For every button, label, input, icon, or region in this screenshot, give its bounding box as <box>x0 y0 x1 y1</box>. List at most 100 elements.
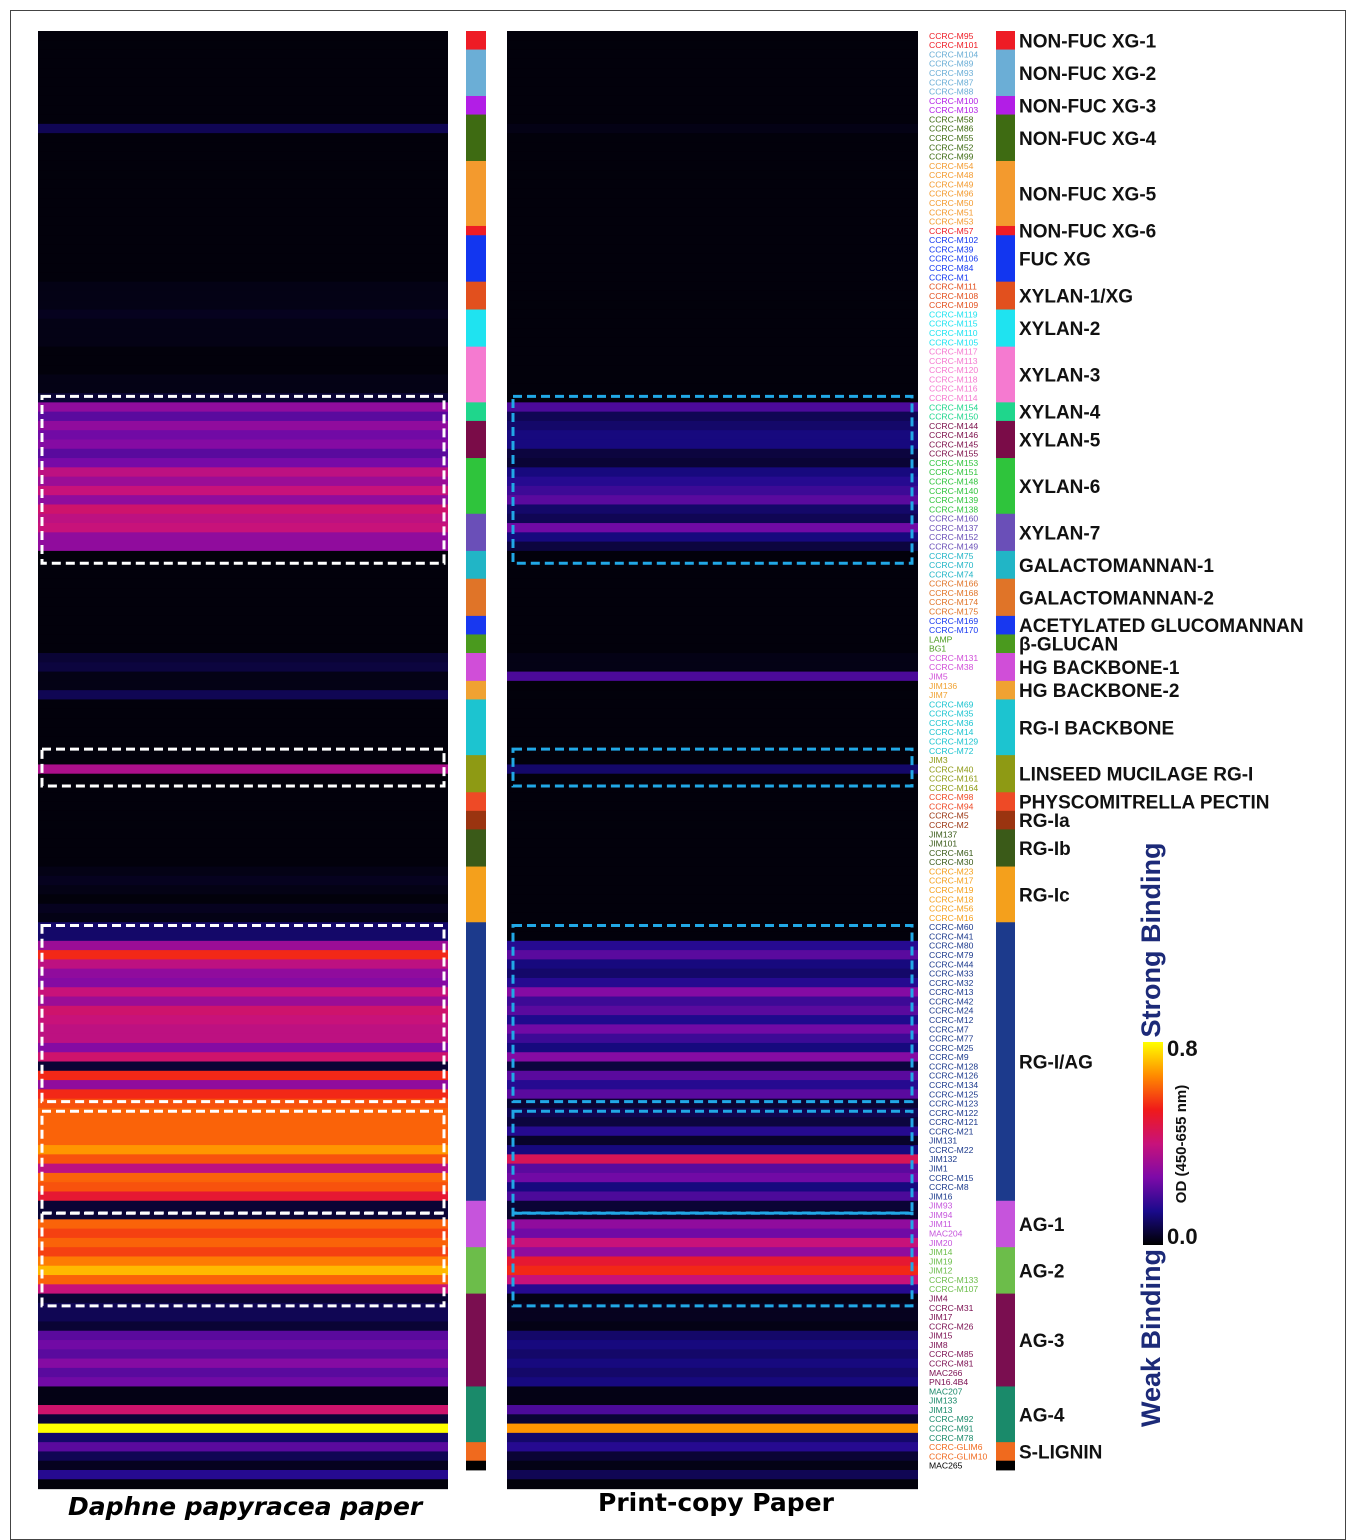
antibody-label-111: CCRC-M9 <box>929 1052 969 1062</box>
antibody-label-144: CCRC-M81 <box>929 1358 974 1368</box>
print-cell-JIM7 <box>507 690 918 701</box>
print-cell-CCRC-M148 <box>507 476 918 487</box>
daphne-cell-CCRC-GLIM10 <box>38 1451 448 1462</box>
legend-bar-19 <box>996 653 1015 682</box>
antibody-label-69: CCRC-M38 <box>929 662 974 672</box>
antibody-label-53: CCRC-M160 <box>929 514 978 524</box>
print-cell-CCRC-M113 <box>507 355 918 366</box>
daphne-cell-CCRC-M119 <box>38 309 448 320</box>
legend-bar-9 <box>996 309 1015 348</box>
group-bar-13 <box>466 458 486 515</box>
antibody-label-115: CCRC-M125 <box>929 1089 978 1099</box>
antibody-label-71: JIM136 <box>929 681 957 691</box>
group-label-20: HG BACKBONE-2 <box>1019 681 1179 702</box>
print-cell-CCRC-M93 <box>507 68 918 79</box>
group-label-23: PHYSCOMITRELLA PECTIN <box>1019 793 1270 814</box>
antibody-label-126: JIM16 <box>929 1191 953 1201</box>
print-cell-JIM1 <box>507 1163 918 1174</box>
antibody-label-83: CCRC-M98 <box>929 792 974 802</box>
print-cell-CCRC-M50 <box>507 198 918 208</box>
print-cell-CCRC-M58 <box>507 114 918 125</box>
daphne-cell-CCRC-M106 <box>38 253 448 264</box>
print-cell-CCRC-M70 <box>507 560 918 571</box>
antibody-label-32: CCRC-M115 <box>929 319 978 329</box>
antibody-label-77: CCRC-M129 <box>929 736 978 746</box>
print-cell-CCRC-GLIM10 <box>507 1451 918 1462</box>
print-cell-CCRC-M160 <box>507 513 918 524</box>
print-cell-CCRC-M102 <box>507 235 918 246</box>
antibody-label-21: CCRC-M53 <box>929 217 974 227</box>
daphne-cell-JIM16 <box>38 1191 448 1202</box>
daphne-cell-CCRC-M60 <box>38 922 448 933</box>
print-cell-CCRC-M122 <box>507 1107 918 1118</box>
group-label-19: HG BACKBONE-1 <box>1019 658 1180 679</box>
antibody-label-36: CCRC-M113 <box>929 356 978 366</box>
antibody-label-72: JIM7 <box>929 690 948 700</box>
daphne-cell-CCRC-M75 <box>38 550 448 561</box>
antibody-label-114: CCRC-M134 <box>929 1080 978 1090</box>
print-cell-CCRC-M88 <box>507 86 918 97</box>
daphne-cell-CCRC-M89 <box>38 58 448 69</box>
print-cell-CCRC-M116 <box>507 383 918 394</box>
daphne-cell-CCRC-M170 <box>38 625 448 636</box>
group-bar-31 <box>466 1386 486 1443</box>
antibody-label-136: CCRC-M107 <box>929 1284 978 1294</box>
print-cell-CCRC-M94 <box>507 801 918 812</box>
daphne-cell-CCRC-M133 <box>38 1275 448 1285</box>
antibody-label-149: JIM13 <box>929 1405 953 1415</box>
antibody-label-35: CCRC-M117 <box>929 347 978 357</box>
print-cell-CCRC-M39 <box>507 244 918 255</box>
daphne-cell-CCRC-M164 <box>38 782 448 793</box>
daphne-cell-MAC265 <box>38 1460 448 1471</box>
daphne-cell-CCRC-M7 <box>38 1024 448 1035</box>
group-bar-18 <box>466 634 486 654</box>
print-cell-CCRC-M52 <box>507 142 918 153</box>
daphne-cell-CCRC-M44 <box>38 959 448 970</box>
antibody-label-19: CCRC-M50 <box>929 198 974 208</box>
daphne-cell-CCRC-M55 <box>38 133 448 143</box>
print-cell-CCRC-M81 <box>507 1358 918 1369</box>
daphne-cell-CCRC-M169 <box>38 615 448 626</box>
antibody-label-23: CCRC-M102 <box>929 235 978 245</box>
group-bar-25 <box>466 829 486 867</box>
print-cell-CCRC-M84 <box>507 263 918 273</box>
print-copy-highlight-box-3 <box>511 924 914 1104</box>
group-label-31: AG-4 <box>1019 1405 1065 1426</box>
print-cell-CCRC-M106 <box>507 253 918 264</box>
print-cell-CCRC-M109 <box>507 300 918 311</box>
antibody-label-18: CCRC-M96 <box>929 189 974 199</box>
print-cell-CCRC-M104 <box>507 49 918 60</box>
print-cell-CCRC-M121 <box>507 1117 918 1128</box>
daphne-cell-CCRC-M1 <box>38 272 448 283</box>
daphne-cell-CCRC-M149 <box>38 541 448 552</box>
daphne-cell-CCRC-M94 <box>38 801 448 812</box>
group-label-7: FUC XG <box>1019 250 1091 271</box>
antibody-label-55: CCRC-M152 <box>929 532 978 542</box>
daphne-cell-CCRC-M78 <box>38 1432 448 1443</box>
group-label-4: NON-FUC XG-4 <box>1019 129 1157 150</box>
antibody-label-14: CCRC-M99 <box>929 152 974 162</box>
daphne-cell-CCRC-M122 <box>38 1107 448 1118</box>
antibody-label-154: CCRC-GLIM10 <box>929 1451 987 1461</box>
daphne-cell-JIM136 <box>38 680 448 691</box>
daphne-cell-CCRC-M16 <box>38 912 448 923</box>
daphne-cell-CCRC-M22 <box>38 1145 448 1155</box>
antibody-label-59: CCRC-M74 <box>929 569 974 579</box>
print-cell-CCRC-M75 <box>507 550 918 561</box>
daphne-cell-CCRC-M35 <box>38 708 448 719</box>
antibody-label-33: CCRC-M110 <box>929 328 978 338</box>
print-cell-MAC204 <box>507 1228 918 1239</box>
antibody-label-38: CCRC-M118 <box>929 374 978 384</box>
antibody-label-61: CCRC-M168 <box>929 588 978 598</box>
daphne-cell-CCRC-M17 <box>38 875 448 886</box>
print-cell-CCRC-M175 <box>507 606 918 617</box>
antibody-label-7: CCRC-M88 <box>929 87 974 97</box>
daphne-cell-CCRC-M58 <box>38 114 448 125</box>
daphne-cell-CCRC-M31 <box>38 1302 448 1313</box>
print-cell-CCRC-M161 <box>507 773 918 784</box>
print-cell-CCRC-M25 <box>507 1042 918 1053</box>
antibody-label-132: JIM14 <box>929 1247 953 1257</box>
antibody-label-151: CCRC-M91 <box>929 1423 974 1433</box>
print-cell-JIM20 <box>507 1237 918 1248</box>
